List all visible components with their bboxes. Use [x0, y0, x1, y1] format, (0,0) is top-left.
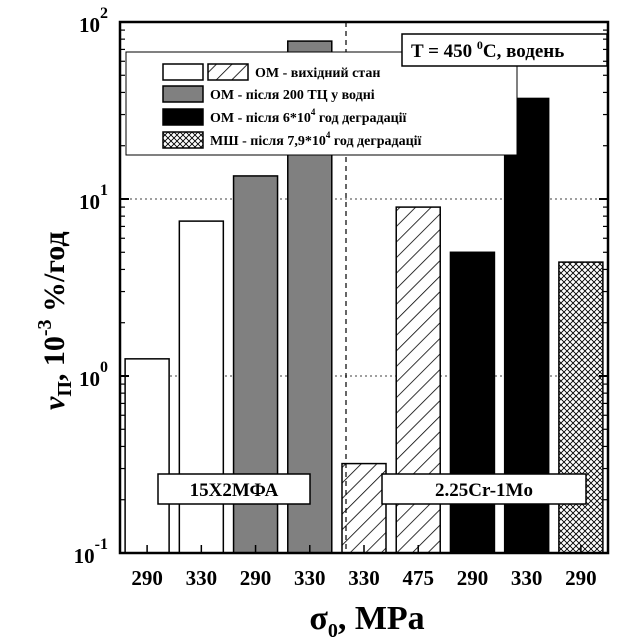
y-tick-label: 100: [79, 359, 108, 391]
group-label-right-text: 2.25Cr-1Mo: [435, 480, 533, 501]
condition-text: T = 450 0C, водень: [411, 38, 564, 62]
group-label-left: 15Х2МФА: [157, 473, 311, 505]
y-tick-label: 102: [79, 5, 108, 37]
bar-9: [558, 261, 604, 554]
x-tick-label: 330: [186, 566, 218, 590]
x-tick-label: 475: [402, 566, 434, 590]
y-tick-label: 101: [79, 182, 108, 214]
bar-7: [449, 251, 496, 554]
group-label-right: 2.25Cr-1Mo: [381, 473, 587, 505]
x-tick-label: 330: [294, 566, 326, 590]
x-tick-label: 290: [457, 566, 489, 590]
bar-5: [341, 462, 387, 554]
legend-entry-2: ОМ - після 200 ТЦ у водні: [210, 88, 375, 103]
legend-entry-1: ОМ - вихідний стан: [255, 66, 380, 81]
legend: ОМ - вихідний стан ОМ - після 200 ТЦ у во…: [125, 51, 518, 156]
legend-entry-4: МШ - після 7,9*104 год деградації: [210, 130, 422, 149]
x-axis-title: σ0, MPa: [309, 600, 424, 639]
legend-swatch: [162, 108, 204, 126]
bar-1: [124, 358, 170, 554]
x-tick-label: 330: [511, 566, 543, 590]
x-tick-label: 290: [565, 566, 597, 590]
axes: 10-1 100 101 102 290 330 290 330 330 475 290 330 290: [74, 5, 608, 590]
legend-swatch: [162, 63, 204, 81]
x-tick-label: 290: [240, 566, 272, 590]
legend-entry-3: ОМ - після 6*104 год деградації: [210, 107, 407, 126]
legend-swatch: [162, 131, 204, 149]
x-tick-label: 290: [131, 566, 163, 590]
legend-swatch: [162, 85, 204, 103]
group-label-left-text: 15Х2МФА: [190, 480, 279, 501]
legend-swatch-hatched: [207, 63, 249, 81]
x-tick-label: 330: [348, 566, 380, 590]
y-axis-title: vП, 10-3 %/год: [34, 231, 76, 410]
y-tick-label: 10-1: [74, 536, 108, 568]
condition-box: T = 450 0C, водень: [401, 33, 608, 67]
